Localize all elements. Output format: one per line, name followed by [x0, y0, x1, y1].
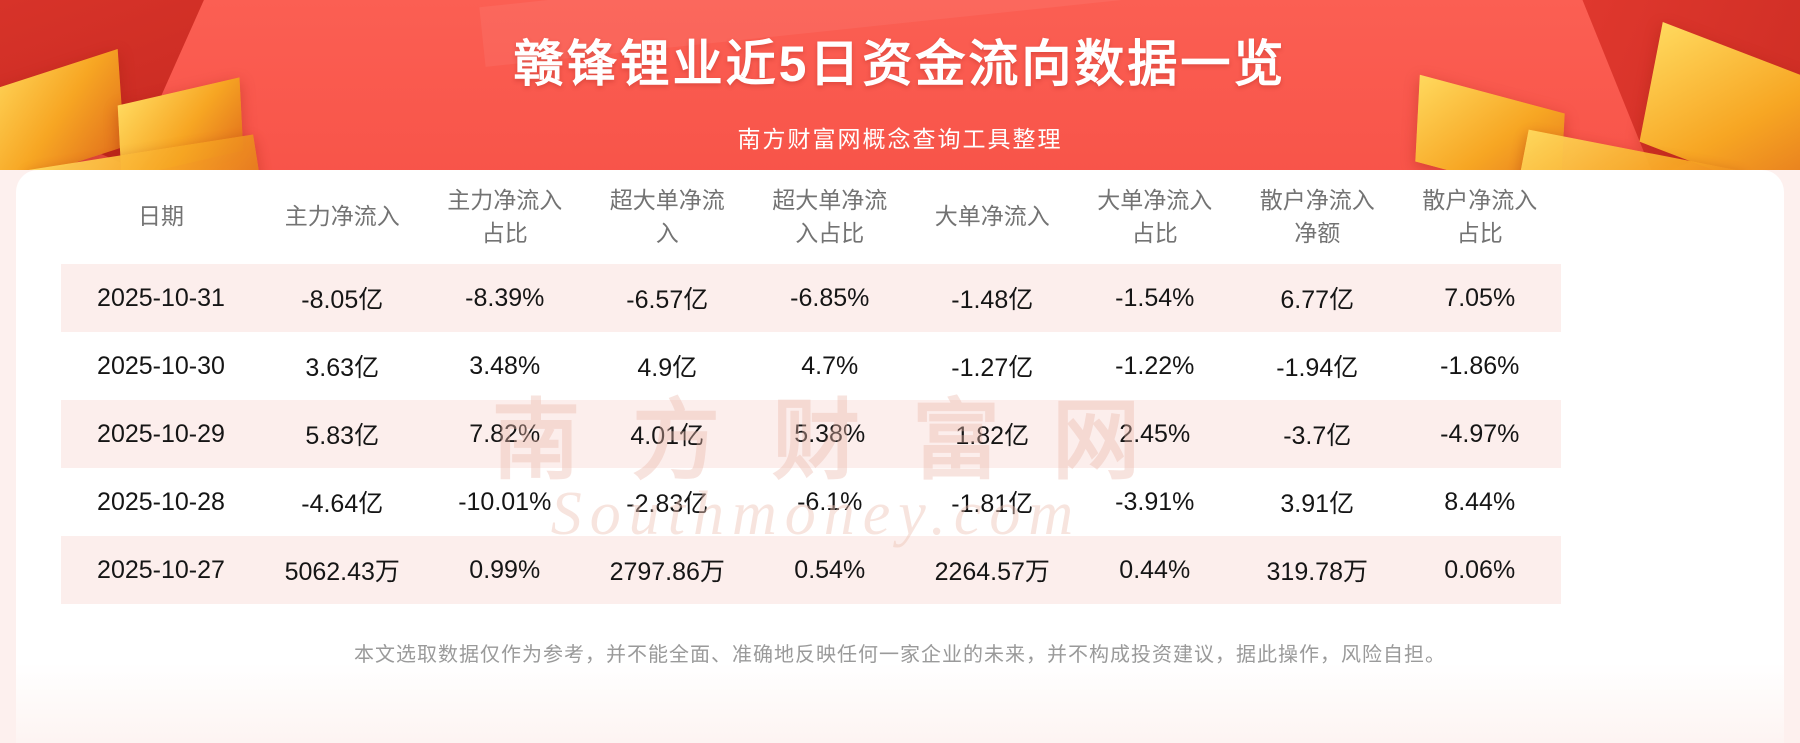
value-cell: -1.48亿 — [951, 286, 1034, 314]
table-row: 2025-10-30 3.63亿 3.48% 4.9亿 4.7% -1.27亿 -1.22%… — [61, 332, 1561, 400]
data-panel: 南方财富网 Southmoney.com 日期 主力净流入 主力净流入占比 超大单净流… — [16, 170, 1784, 743]
banner: 赣锋锂业近5日资金流向数据一览 南方财富网概念查询工具整理 — [0, 0, 1800, 190]
value-cell: -8.05亿 — [301, 286, 384, 314]
value-cell: -6.1% — [797, 487, 863, 516]
fund-flow-table: 日期 主力净流入 主力净流入占比 超大单净流入 超大单净流入占比 大单净流入 大单净流入占比… — [61, 170, 1561, 604]
value-cell: 1.82亿 — [955, 422, 1030, 450]
value-cell: 5062.43万 — [284, 558, 400, 586]
value-cell: 0.06% — [1444, 555, 1516, 584]
value-cell: -6.85% — [790, 283, 870, 312]
value-cell: -6.57亿 — [626, 286, 709, 314]
column-header: 大单净流入 — [934, 203, 1050, 230]
column-header: 主力净流入占比 — [447, 186, 563, 246]
table-header-row: 日期 主力净流入 主力净流入占比 超大单净流入 超大单净流入占比 大单净流入 大单净流入占比… — [61, 170, 1561, 264]
value-cell: 4.9亿 — [637, 354, 698, 382]
column-header: 超大单净流入占比 — [772, 186, 888, 246]
value-cell: 3.48% — [469, 351, 541, 380]
table-row: 2025-10-29 5.83亿 7.82% 4.01亿 5.38% 1.82亿 2.45%… — [61, 400, 1561, 468]
value-cell: -3.91% — [1115, 487, 1195, 516]
value-cell: 6.77亿 — [1280, 286, 1355, 314]
value-cell: 2264.57万 — [934, 558, 1050, 586]
column-header: 大单净流入占比 — [1097, 186, 1213, 246]
date-cell: 2025-10-30 — [97, 351, 225, 380]
column-header: 超大单净流入 — [609, 186, 725, 246]
value-cell: 3.91亿 — [1280, 490, 1355, 518]
column-header: 日期 — [138, 203, 184, 230]
value-cell: 4.01亿 — [630, 422, 705, 450]
value-cell: -4.64亿 — [301, 490, 384, 518]
column-header: 散户净流入净额 — [1259, 186, 1375, 246]
value-cell: -1.81亿 — [951, 490, 1034, 518]
value-cell: -3.7亿 — [1283, 422, 1352, 450]
value-cell: -1.22% — [1115, 351, 1195, 380]
value-cell: 2.45% — [1119, 419, 1191, 448]
page-title: 赣锋锂业近5日资金流向数据一览 — [513, 36, 1287, 92]
table-row: 2025-10-28 -4.64亿 -10.01% -2.83亿 -6.1% -1.81亿… — [61, 468, 1561, 536]
value-cell: 0.99% — [469, 555, 541, 584]
value-cell: 3.63亿 — [305, 354, 380, 382]
disclaimer-text: 本文选取数据仅作为参考，并不能全面、准确地反映任何一家企业的未来，并不构成投资建… — [354, 644, 1446, 666]
value-cell: -10.01% — [458, 487, 552, 516]
column-header: 散户净流入占比 — [1422, 186, 1538, 246]
date-cell: 2025-10-31 — [97, 283, 225, 312]
value-cell: -1.86% — [1440, 351, 1520, 380]
date-cell: 2025-10-27 — [97, 555, 225, 584]
page-subtitle: 南方财富网概念查询工具整理 — [737, 126, 1063, 152]
value-cell: -8.39% — [465, 283, 545, 312]
value-cell: 319.78万 — [1266, 558, 1368, 586]
value-cell: 7.82% — [469, 419, 541, 448]
value-cell: 2797.86万 — [609, 558, 725, 586]
value-cell: -4.97% — [1440, 419, 1520, 448]
table-row: 2025-10-31 -8.05亿 -8.39% -6.57亿 -6.85% -1.48亿… — [61, 264, 1561, 332]
value-cell: 4.7% — [801, 351, 859, 380]
value-cell: 0.54% — [794, 555, 866, 584]
value-cell: 5.38% — [794, 419, 866, 448]
value-cell: 5.83亿 — [305, 422, 380, 450]
value-cell: 0.44% — [1119, 555, 1191, 584]
value-cell: -2.83亿 — [626, 490, 709, 518]
column-header: 主力净流入 — [284, 203, 400, 230]
value-cell: -1.94亿 — [1276, 354, 1359, 382]
date-cell: 2025-10-28 — [97, 487, 225, 516]
value-cell: 8.44% — [1444, 487, 1516, 516]
table-row: 2025-10-27 5062.43万 0.99% 2797.86万 0.54% 2264… — [61, 536, 1561, 604]
value-cell: 7.05% — [1444, 283, 1516, 312]
value-cell: -1.54% — [1115, 283, 1195, 312]
date-cell: 2025-10-29 — [97, 419, 225, 448]
value-cell: -1.27亿 — [951, 354, 1034, 382]
